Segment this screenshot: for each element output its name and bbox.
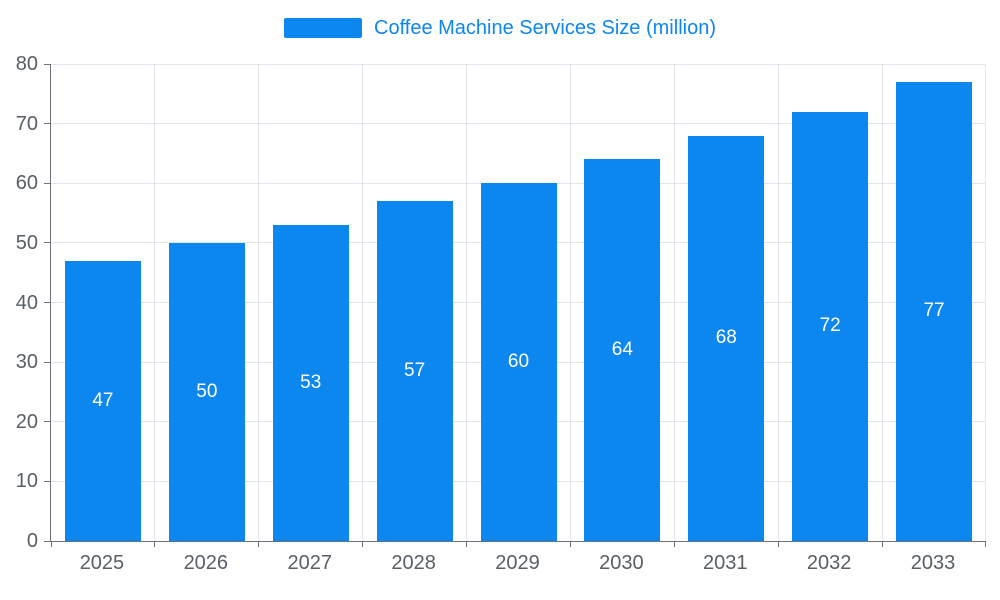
y-axis-tick — [44, 540, 50, 542]
x-axis-tick — [51, 541, 52, 547]
bar[interactable] — [168, 242, 245, 541]
x-axis-tick — [258, 541, 260, 547]
x-axis: 2025 2026 2027 2028 2029 2030 2031 2032 2033 — [50, 551, 985, 577]
y-axis-tick-label: 60 — [15, 172, 38, 195]
legend-swatch[interactable] — [284, 18, 362, 38]
x-axis-tick-label: 2028 — [391, 552, 436, 574]
bar[interactable] — [64, 260, 141, 541]
bar-value-label: 50 — [196, 380, 218, 402]
bar[interactable] — [584, 159, 661, 541]
bar[interactable] — [896, 81, 973, 541]
x-axis-tick — [466, 541, 468, 547]
legend-label[interactable]: Coffee Machine Services Size (million) — [374, 17, 716, 39]
gridline — [51, 123, 986, 125]
bar[interactable] — [480, 183, 557, 541]
plot-area: 47 50 53 57 60 64 68 72 77 — [50, 64, 986, 547]
y-axis-tick — [44, 480, 50, 482]
gridline-vertical — [569, 64, 571, 541]
x-axis-tick — [777, 541, 779, 547]
x-axis-tick — [154, 541, 156, 547]
y-axis-tick-label: 80 — [15, 53, 38, 75]
gridline-vertical — [466, 64, 468, 541]
gridline — [51, 64, 986, 65]
bar[interactable] — [376, 201, 453, 541]
bar-value-label: 60 — [507, 351, 530, 373]
gridline-vertical — [985, 64, 986, 541]
bar-value-label: 57 — [404, 360, 426, 382]
y-axis-tick — [44, 302, 50, 303]
x-axis-tick — [673, 541, 675, 547]
bar-value-label: 64 — [611, 339, 633, 361]
y-axis-tick — [44, 242, 50, 244]
x-axis-tick-label: 2029 — [495, 552, 540, 574]
x-axis-tick-label: 2032 — [806, 552, 852, 574]
bar[interactable] — [688, 135, 765, 541]
bar-value-label: 47 — [92, 389, 114, 411]
x-axis-tick — [362, 541, 364, 547]
y-axis-tick-label: 30 — [15, 351, 38, 374]
bar-value-label: 72 — [819, 315, 841, 337]
y-axis-tick-label: 20 — [15, 410, 38, 433]
chart-legend[interactable]: Coffee Machine Services Size (million) — [0, 16, 1000, 40]
y-axis-tick-label: 70 — [15, 112, 38, 135]
x-axis-tick-label: 2026 — [183, 552, 229, 574]
y-axis-tick — [44, 63, 50, 65]
gridline-vertical — [258, 64, 260, 541]
y-axis-tick — [44, 421, 50, 423]
x-axis-tick — [881, 541, 883, 547]
gridline-vertical — [777, 64, 779, 541]
x-axis-tick-label: 2027 — [287, 552, 332, 574]
gridline-vertical — [673, 64, 675, 541]
y-axis-tick — [44, 182, 50, 184]
y-axis: 0 10 20 30 40 50 60 70 80 — [0, 53, 50, 552]
bar[interactable] — [792, 111, 869, 541]
y-axis-tick — [44, 123, 50, 125]
x-axis-tick-label: 2025 — [79, 552, 125, 574]
bar-value-label: 53 — [300, 371, 322, 393]
y-axis-tick-label: 50 — [15, 231, 38, 254]
bar[interactable] — [272, 225, 349, 541]
y-axis-tick — [44, 361, 50, 363]
x-axis-tick-label: 2031 — [703, 552, 748, 574]
x-axis-tick-label: 2033 — [910, 552, 956, 574]
x-axis-tick-label: 2030 — [599, 552, 644, 574]
y-axis-tick-label: 40 — [15, 291, 38, 314]
bar-value-label: 77 — [923, 300, 945, 322]
bar-value-label: 68 — [715, 327, 737, 349]
gridline-vertical — [881, 64, 883, 541]
x-axis-tick — [569, 541, 571, 547]
x-axis-tick — [985, 541, 986, 547]
gridline-vertical — [154, 64, 156, 541]
y-axis-tick-label: 0 — [26, 530, 38, 552]
y-axis-tick-label: 10 — [15, 470, 38, 493]
gridline-vertical — [362, 64, 364, 541]
